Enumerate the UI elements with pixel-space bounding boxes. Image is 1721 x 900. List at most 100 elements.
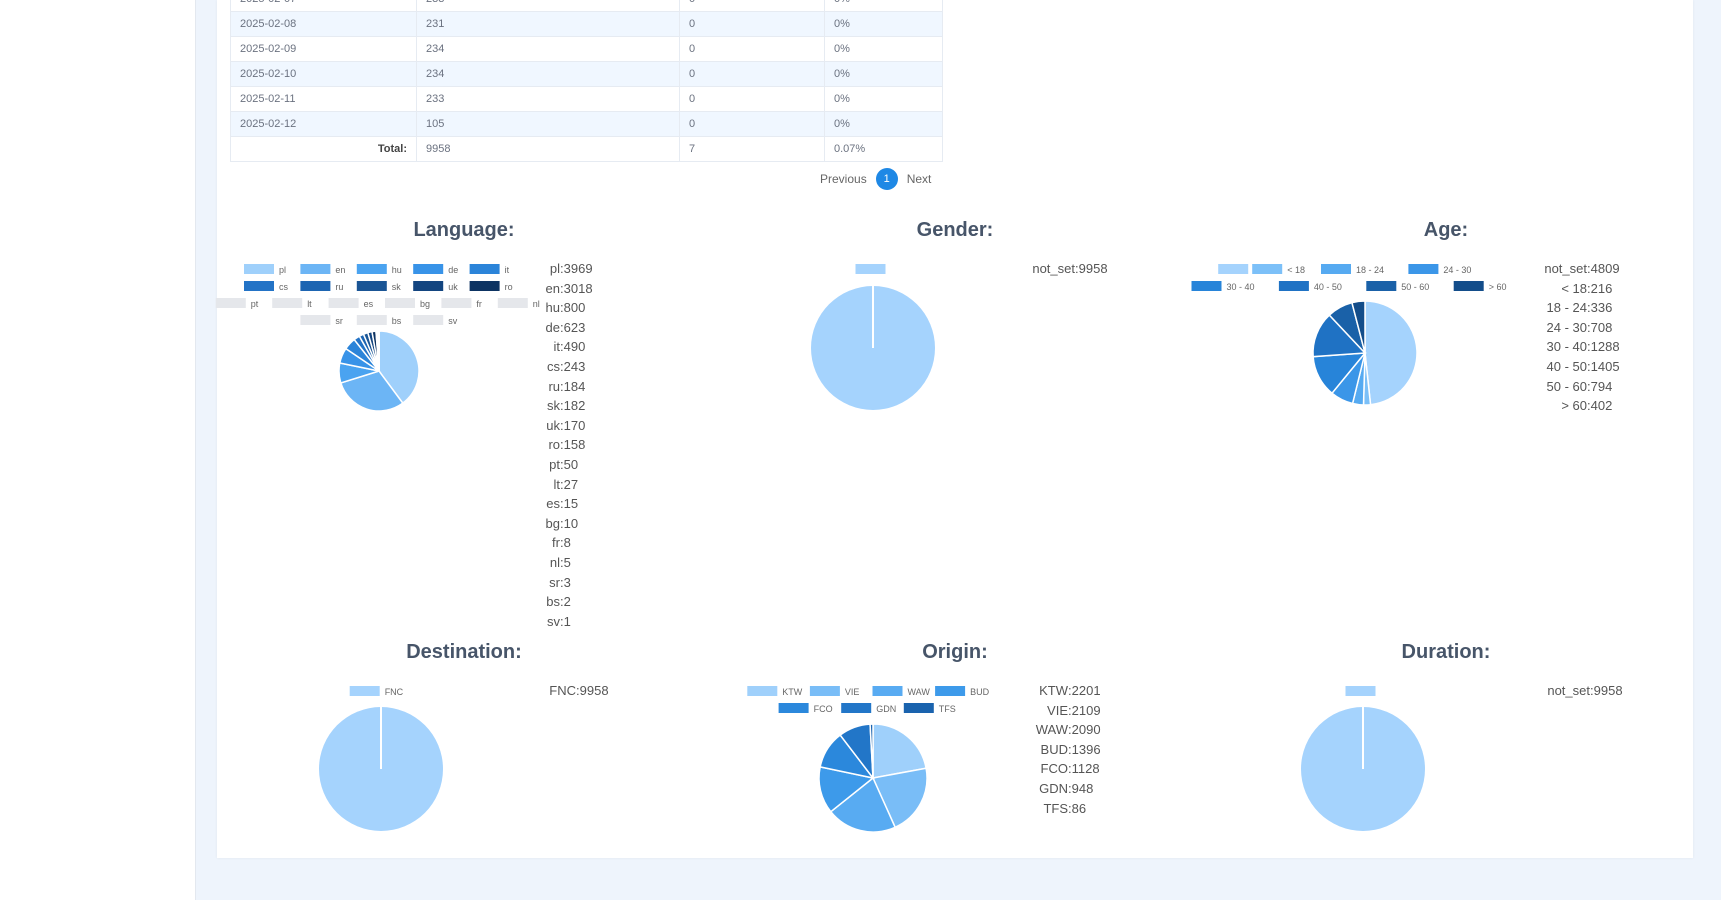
cell-conversions: 0: [679, 61, 825, 87]
separator: :: [560, 515, 564, 531]
gender-chart-title: Gender:: [916, 219, 994, 241]
legend-swatch-vie: [809, 686, 840, 696]
value-list-value: 1405: [1590, 358, 1620, 374]
pie-slice-en: [339, 370, 404, 412]
value-list-item: VIE:2109: [1030, 701, 1101, 721]
legend-label: < 18: [1287, 265, 1305, 275]
legend-label: lt: [307, 299, 312, 309]
value-list-label: < 18: [1561, 280, 1587, 296]
table-row: 2025-02-12 105 0 0%: [230, 111, 943, 137]
value-list-label: pt: [549, 456, 560, 472]
value-list-item: it:490: [520, 337, 593, 357]
legend-swatch-sr: [300, 315, 331, 325]
value-list-label: uk: [546, 417, 560, 433]
value-list-item: FNC:9958: [540, 681, 609, 701]
legend-swatch-18-24: [1321, 264, 1351, 274]
value-list-value: 948: [1071, 780, 1094, 796]
value-list-value: 3969: [563, 261, 593, 276]
value-list-label: 30 - 40: [1546, 339, 1587, 355]
value-list-item: bs:2: [520, 592, 593, 612]
previous-page-button[interactable]: Previous: [820, 172, 867, 186]
value-list-item: WAW:2090: [1030, 720, 1101, 740]
legend-label: pl: [279, 265, 286, 275]
legend-label: FNC: [385, 687, 404, 697]
value-list-label: WAW: [1035, 722, 1068, 738]
legend-label: es: [364, 299, 374, 309]
duration-chart-title: Duration:: [1401, 641, 1491, 663]
pie-slice-ktw: [872, 723, 927, 779]
value-list-label: sr: [549, 574, 560, 590]
cell-date: 2025-02-08: [230, 11, 417, 37]
page-1-button[interactable]: 1: [875, 168, 898, 190]
origin-chart-title: Origin:: [922, 641, 988, 663]
value-list-label: > 60: [1561, 398, 1587, 414]
origin-legend: KTW VIE WAW BUD FCO GDN TFS: [747, 686, 990, 714]
cell-rate: 0%: [824, 36, 943, 62]
value-list-value: 2090: [1071, 722, 1101, 738]
value-list-label: ru: [548, 378, 560, 394]
separator: :: [1068, 741, 1072, 757]
separator: :: [560, 456, 564, 472]
value-list-label: sk: [547, 398, 560, 414]
value-list-item: 18 - 24:336: [1525, 298, 1620, 318]
value-list-item: lt:27: [520, 475, 593, 495]
cell-visits: 234: [416, 36, 680, 62]
value-list-value: 182: [563, 398, 586, 414]
value-list-item: not_set:4809: [1525, 259, 1619, 279]
legend-swatch-not-set: [1218, 264, 1249, 274]
value-list-value: 3018: [563, 280, 593, 296]
value-list-label: GDN: [1039, 780, 1068, 796]
legend-label: BUD: [970, 687, 990, 697]
value-list-item: hu:800: [520, 298, 593, 318]
value-list-value: 27: [563, 476, 579, 492]
separator: :: [560, 535, 564, 551]
separator: :: [1590, 683, 1594, 698]
value-list-value: 9958: [579, 683, 609, 698]
value-list-item: KTW:2201: [1030, 681, 1100, 701]
legend-swatch-40-50: [1278, 281, 1309, 291]
destination-legend: FNC: [349, 686, 404, 697]
legend-label: hu: [392, 265, 402, 275]
value-list-label: 50 - 60: [1546, 378, 1587, 394]
separator: :: [560, 358, 564, 374]
cell-conversions: 0: [679, 36, 825, 62]
value-list-label: de: [545, 319, 560, 335]
pie-slice-vie: [871, 767, 928, 829]
value-list-value: 800: [563, 300, 586, 316]
value-list-item: 30 - 40:1288: [1525, 337, 1620, 357]
legend-label: bg: [420, 299, 430, 309]
value-list-item: nl:5: [520, 553, 593, 573]
legend-swatch-bs: [356, 315, 387, 325]
legend-swatch-hu: [356, 264, 387, 274]
cell-visits: 231: [416, 11, 680, 37]
value-list-item: 24 - 30:708: [1525, 318, 1620, 338]
cell-rate: 0%: [824, 111, 943, 137]
legend-label: bs: [392, 316, 402, 326]
value-list-label: pl: [549, 261, 560, 276]
separator: :: [560, 594, 564, 610]
value-list-label: VIE: [1047, 702, 1068, 718]
value-list-value: 170: [563, 417, 586, 433]
separator: :: [1587, 300, 1591, 316]
legend-label: cs: [279, 282, 289, 292]
destination-values-list: FNC:9958: [540, 681, 609, 701]
legend-swatch-es: [328, 298, 359, 308]
legend-label: 30 - 40: [1227, 282, 1255, 292]
age-chart-title: Age:: [1423, 219, 1469, 241]
separator: :: [1587, 280, 1591, 296]
cell-conversions: 0: [679, 0, 825, 12]
cell-visits: 105: [416, 111, 680, 137]
legend-label: ru: [335, 282, 343, 292]
next-page-button[interactable]: Next: [906, 172, 932, 186]
pie-slice-pl: [378, 330, 420, 405]
value-list-item: sv:1: [520, 612, 593, 632]
age-values-list: not_set:4809 < 18:216 18 - 24:336 24 - 30:7…: [1525, 259, 1620, 416]
legend-label: 18 - 24: [1356, 265, 1384, 275]
language-values-list: pl:3969 en:3018 hu:800 de:623 it:490 cs:243 ru…: [520, 259, 593, 631]
separator: :: [560, 476, 564, 492]
separator: :: [560, 554, 564, 570]
legend-swatch-lt: [272, 298, 303, 308]
value-list-item: > 60:402: [1525, 396, 1620, 416]
value-list-label: BUD: [1040, 741, 1068, 757]
separator: :: [1075, 261, 1079, 276]
